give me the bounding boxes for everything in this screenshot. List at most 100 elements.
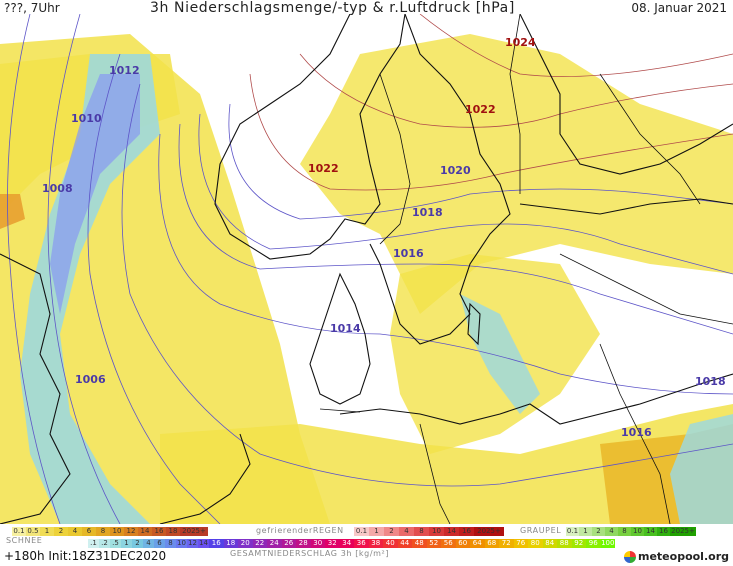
total-precip-scale-step: 100 xyxy=(600,539,615,548)
rain-scale-step: 2025+ xyxy=(180,527,208,536)
isobar-label: 1016 xyxy=(621,426,652,439)
snow-scale-step: 1 xyxy=(121,539,132,548)
freezing-rain-label: gefrierenderREGEN xyxy=(256,526,344,535)
rain-scale-step: 12 xyxy=(124,527,138,536)
isobars xyxy=(7,14,733,524)
snow-band-baltic xyxy=(460,294,540,414)
rain-scale-step: 4 xyxy=(68,527,82,536)
graupel-scale-step: 2 xyxy=(592,527,605,536)
graupel-scale-step: 16 xyxy=(657,527,670,536)
total-precip-scale-step: 60 xyxy=(455,539,470,548)
border-sweden-finland xyxy=(509,14,521,194)
total-precip-scale-step: 20 xyxy=(238,539,253,548)
graupel-scale-step: 14 xyxy=(644,527,657,536)
total-precip-label: GESAMTNIEDERSCHLAG 3h [kg/m²] xyxy=(230,549,390,558)
border-finland-russia xyxy=(599,73,701,205)
total-precip-scale-step: 72 xyxy=(499,539,514,548)
total-precip-scale-step: 38 xyxy=(368,539,383,548)
coastlines xyxy=(0,14,733,524)
freezing-rain-scale-step: 0.1 xyxy=(354,527,369,536)
graupel-scale: 0.1 1 2 4 8 10 14 16 2025+ xyxy=(566,527,696,536)
snow-band-east xyxy=(670,414,733,524)
total-precip-scale-step: 80 xyxy=(528,539,543,548)
freezing-rain-scale-step: 1 xyxy=(369,527,384,536)
rain-scale-step: 1 xyxy=(40,527,54,536)
total-precip-scale-step: 88 xyxy=(557,539,572,548)
total-precip-scale-step: 76 xyxy=(513,539,528,548)
snow-scale-step: 14 xyxy=(198,539,209,548)
snow-band-atlantic xyxy=(20,54,160,524)
border-denmark-germany xyxy=(319,408,361,413)
total-precip-scale-step: 84 xyxy=(542,539,557,548)
bothnia-coast xyxy=(519,14,733,175)
total-precip-scale-step: 44 xyxy=(397,539,412,548)
total-precip-scale-step: 34 xyxy=(339,539,354,548)
total-precip-scale-step: 32 xyxy=(325,539,340,548)
isobar-label: 1014 xyxy=(330,322,361,335)
isobar-label: 1020 xyxy=(440,164,471,177)
total-precip-scale-step: 96 xyxy=(586,539,601,548)
graupel-scale-step: 2025+ xyxy=(670,527,696,536)
uk-coast xyxy=(0,253,71,524)
freezing-rain-scale-step: 2025+ xyxy=(474,527,504,536)
rain-scale-step: 18 xyxy=(166,527,180,536)
header-time-label: ???, 7Uhr xyxy=(4,1,60,15)
snow-scale-step: .1 xyxy=(88,539,99,548)
total-precip-scale-step: 28 xyxy=(296,539,311,548)
border-poland-belarus xyxy=(599,343,671,524)
logo-globe-icon xyxy=(624,550,636,563)
run-info: +180h Init:18Z31DEC2020 xyxy=(4,549,167,563)
total-precip-scale-step: 26 xyxy=(281,539,296,548)
isobar-label: 1016 xyxy=(393,247,424,260)
precipitation-layer xyxy=(0,34,733,524)
rain-scale-step: 0.1 xyxy=(12,527,26,536)
rain-scale-step: 0.5 xyxy=(26,527,40,536)
rain-scale-step: 16 xyxy=(152,527,166,536)
total-precip-scale-step: 36 xyxy=(354,539,369,548)
forecast-date: 08. Januar 2021 xyxy=(631,1,727,15)
snow-scale-step: .5 xyxy=(110,539,121,548)
freezing-rain-scale-step: 2 xyxy=(384,527,399,536)
sweden-coast xyxy=(369,14,511,345)
legend: 0.1 0.5 1 2 4 6 8 10 12 14 16 18 2025+ gefrierenderR… xyxy=(0,524,733,566)
map-title: 3h Niederschlagsmenge/-typ & r.Luftdruck… xyxy=(150,0,515,16)
total-precip-scale-step: 64 xyxy=(470,539,485,548)
snow-scale-step: 8 xyxy=(165,539,176,548)
border-baltics xyxy=(559,253,733,325)
total-precip-scale: .1.2.5 1 2 4 6 8 10 12 14 16 18 20 22 24 26 28 30 32 34 36 3… xyxy=(88,539,615,548)
isobar-label: 1022 xyxy=(465,103,496,116)
rain-scale-step: 10 xyxy=(110,527,124,536)
isobar-label: 1010 xyxy=(71,112,102,125)
freezing-rain-scale-step: 8 xyxy=(414,527,429,536)
isobar-label: 1018 xyxy=(695,375,726,388)
total-precip-scale-step: 40 xyxy=(383,539,398,548)
rain-area-south xyxy=(160,404,733,524)
freezing-rain-scale: 0.1 1 2 4 8 10 14 16 2025+ xyxy=(354,527,504,536)
snow-scale-step: .2 xyxy=(99,539,110,548)
meteopool-logo[interactable]: meteopool.org xyxy=(624,550,729,563)
isobar-label: 1024 xyxy=(505,36,536,49)
logo-text: meteopool.org xyxy=(638,550,729,563)
denmark-jutland xyxy=(309,272,371,405)
freezing-rain-scale-step: 14 xyxy=(444,527,459,536)
finland-south-coast xyxy=(519,198,733,215)
rain-scale-step: 2 xyxy=(54,527,68,536)
rain-scale-step: 8 xyxy=(96,527,110,536)
isobar-label: 1018 xyxy=(412,206,443,219)
graupel-scale-step: 1 xyxy=(579,527,592,536)
rain-scale: 0.1 0.5 1 2 4 6 8 10 12 14 16 18 2025+ xyxy=(12,527,208,536)
isobar-label: 1008 xyxy=(42,182,73,195)
snow-scale-step: 12 xyxy=(187,539,198,548)
freezing-rain-scale-step: 16 xyxy=(459,527,474,536)
baltic-south-coast xyxy=(339,373,733,425)
total-precip-scale-step: 18 xyxy=(223,539,238,548)
total-precip-scale-step: 68 xyxy=(484,539,499,548)
rain-area-north xyxy=(300,34,733,314)
isobar-label-layer: 1024 1022 1022 1020 1018 1016 1014 1012 … xyxy=(42,36,726,439)
snow-label: SCHNEE xyxy=(6,536,43,545)
norway-coast xyxy=(214,14,406,260)
total-precip-scale-step: 30 xyxy=(310,539,325,548)
snow-scale-step: 10 xyxy=(176,539,187,548)
gotland xyxy=(467,302,481,346)
